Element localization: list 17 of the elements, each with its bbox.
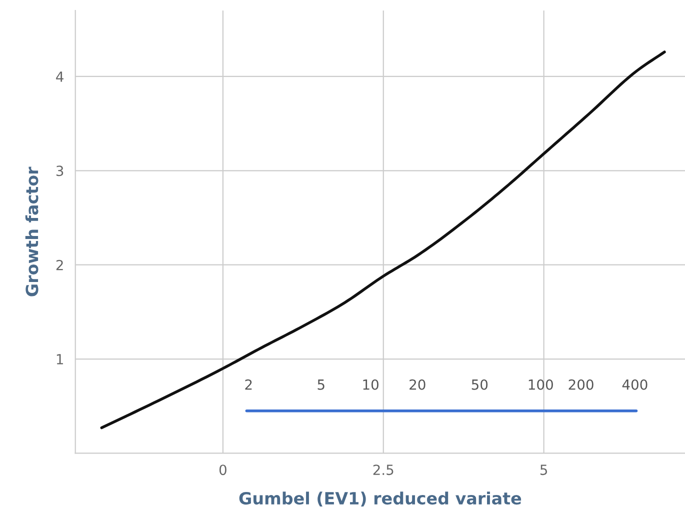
- y-tick-label: 4: [56, 72, 64, 82]
- x-tick-label: 5: [540, 464, 548, 476]
- annotation: 20: [410, 379, 426, 390]
- annotation: 5: [318, 380, 324, 390]
- x-axis-title: Gumbel (EV1) reduced variate: [239, 492, 522, 507]
- annotation: 200: [568, 379, 594, 390]
- y-tick-label: 2: [56, 260, 63, 270]
- x-tick-label: 2.5: [373, 464, 394, 476]
- y-axis-title: Growth factor: [25, 166, 38, 296]
- annotation: 2: [245, 379, 252, 390]
- x-tick-label: 0: [219, 464, 226, 476]
- annotation: 10: [363, 379, 378, 390]
- y-tick-label: 1: [56, 354, 63, 364]
- annotation: 400: [622, 379, 648, 390]
- y-tick-label: 3: [56, 166, 64, 176]
- annotation: 50: [472, 379, 488, 390]
- annotation: 100: [528, 379, 553, 390]
